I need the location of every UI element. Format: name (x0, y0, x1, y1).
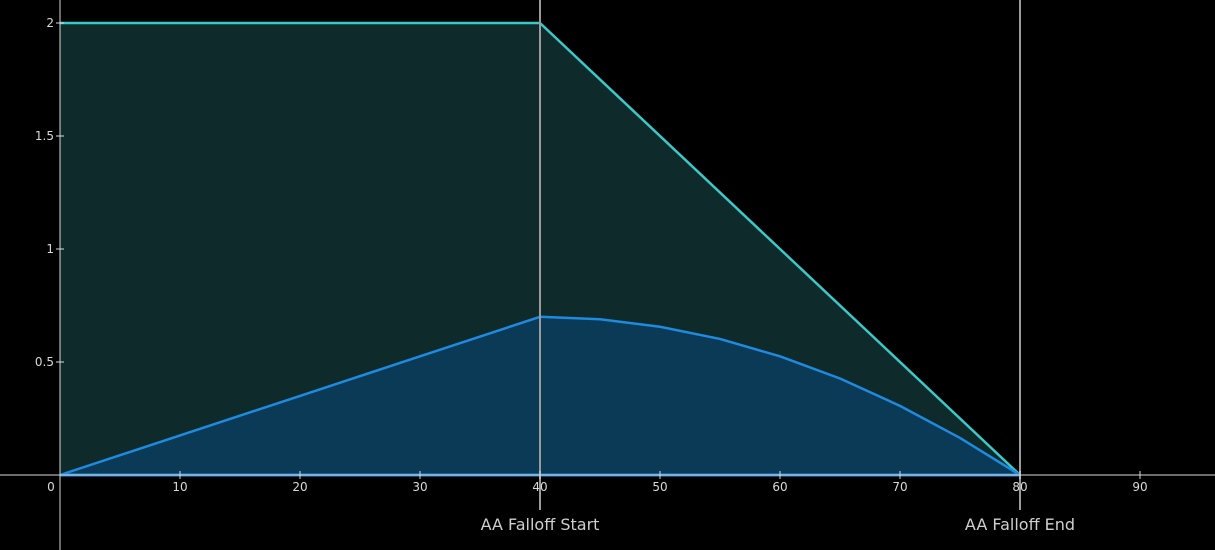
x-tick-label-80: 80 (1012, 480, 1027, 494)
y-tick-label-1: 1 (46, 242, 54, 256)
x-tick-label-70: 70 (892, 480, 907, 494)
x-tick-label-20: 20 (292, 480, 307, 494)
x-tick-label-10: 10 (172, 480, 187, 494)
series-1-line (59, 315, 1021, 477)
y-tick-label-3: 2 (46, 16, 54, 30)
x-tick-label-30: 30 (412, 480, 427, 494)
x-tick-label-40: 40 (532, 480, 547, 494)
x-tick-label-90: 90 (1132, 480, 1147, 494)
marker-layer: AA Falloff Start AA Falloff End (481, 0, 1075, 534)
y-tick-label-2: 1.5 (35, 129, 54, 143)
marker-label-0: AA Falloff Start (481, 515, 600, 534)
x-tick-label-60: 60 (772, 480, 787, 494)
x-tick-label-50: 50 (652, 480, 667, 494)
marker-label-1: AA Falloff End (965, 515, 1075, 534)
x-tick-label-0: 0 (47, 480, 55, 494)
y-tick-label-0: 0.5 (35, 355, 54, 369)
